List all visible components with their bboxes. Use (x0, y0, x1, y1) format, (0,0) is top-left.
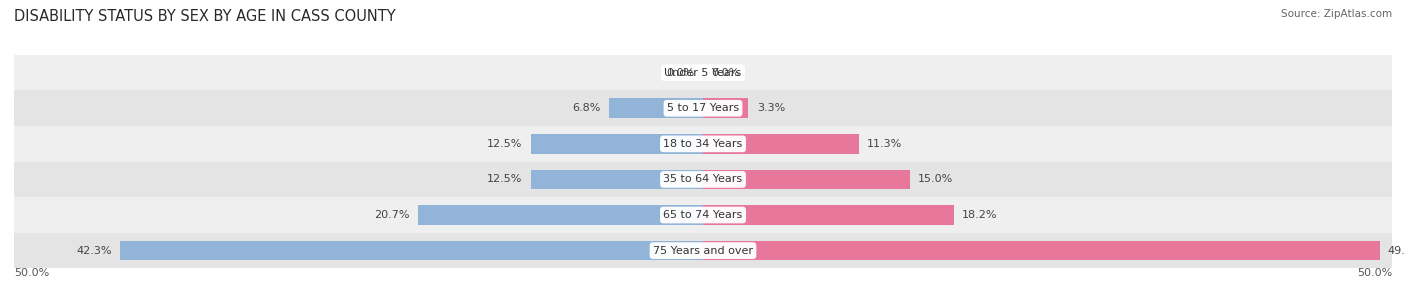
Text: 50.0%: 50.0% (1357, 268, 1392, 278)
Text: 18 to 34 Years: 18 to 34 Years (664, 139, 742, 149)
Bar (14, 233, 1392, 268)
Legend: Male, Female: Male, Female (634, 300, 772, 305)
Text: 49.1%: 49.1% (1388, 246, 1406, 256)
Text: 12.5%: 12.5% (486, 174, 523, 185)
Bar (609, 99, 703, 118)
Text: DISABILITY STATUS BY SEX BY AGE IN CASS COUNTY: DISABILITY STATUS BY SEX BY AGE IN CASS … (14, 9, 395, 24)
Bar (703, 99, 748, 118)
Bar (703, 205, 953, 225)
Text: 6.8%: 6.8% (572, 103, 600, 113)
Bar (14, 91, 1392, 126)
Bar (703, 241, 1379, 260)
Bar (14, 162, 1392, 197)
Bar (531, 170, 703, 189)
Bar (14, 126, 1392, 162)
Bar (14, 55, 1392, 91)
Text: 75 Years and over: 75 Years and over (652, 246, 754, 256)
Text: 50.0%: 50.0% (14, 268, 49, 278)
Text: 35 to 64 Years: 35 to 64 Years (664, 174, 742, 185)
Text: 0.0%: 0.0% (711, 68, 740, 78)
Text: 18.2%: 18.2% (962, 210, 997, 220)
Bar (531, 134, 703, 154)
Text: 12.5%: 12.5% (486, 139, 523, 149)
Text: 11.3%: 11.3% (868, 139, 903, 149)
Text: 5 to 17 Years: 5 to 17 Years (666, 103, 740, 113)
Text: Source: ZipAtlas.com: Source: ZipAtlas.com (1281, 9, 1392, 19)
Bar (703, 170, 910, 189)
Bar (14, 197, 1392, 233)
Bar (703, 134, 859, 154)
Text: Under 5 Years: Under 5 Years (665, 68, 741, 78)
Text: 3.3%: 3.3% (756, 103, 785, 113)
Text: 0.0%: 0.0% (666, 68, 695, 78)
Text: 15.0%: 15.0% (918, 174, 953, 185)
Text: 20.7%: 20.7% (374, 210, 409, 220)
Bar (418, 205, 703, 225)
Text: 42.3%: 42.3% (76, 246, 112, 256)
Text: 65 to 74 Years: 65 to 74 Years (664, 210, 742, 220)
Bar (120, 241, 703, 260)
